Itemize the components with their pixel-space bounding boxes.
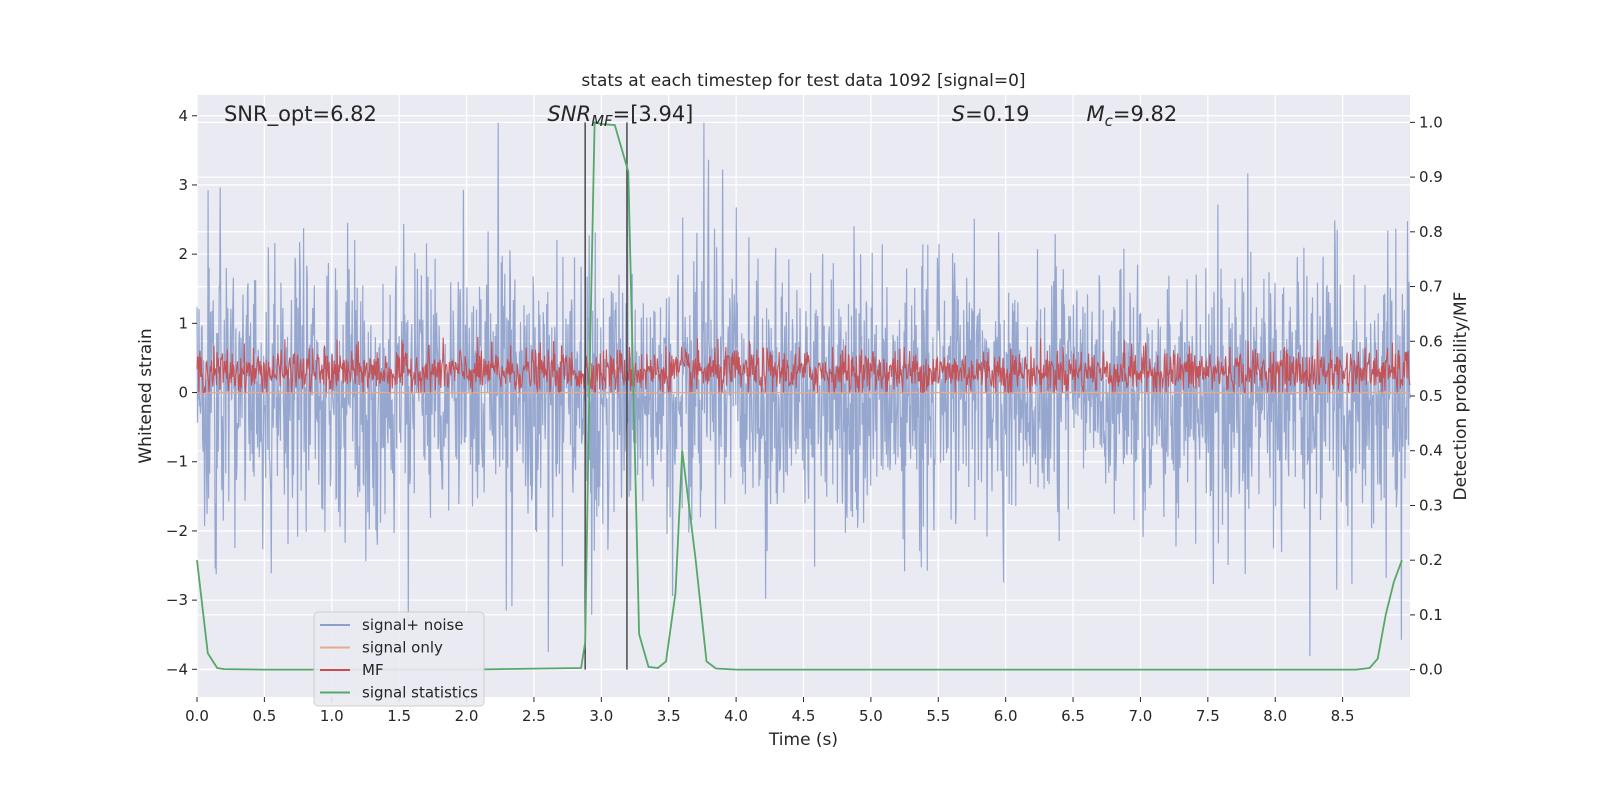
annotation-text: S=0.19 xyxy=(952,102,1030,126)
x-tick-label: 4.5 xyxy=(792,707,816,725)
y-tick-label-right: 0.5 xyxy=(1419,387,1443,405)
y-tick-label-right: 0.7 xyxy=(1419,278,1443,296)
y-axis-label-left: Whitened strain xyxy=(136,328,156,463)
annotation-text: Mc=9.82 xyxy=(1087,102,1178,130)
x-axis-label: Time (s) xyxy=(768,730,838,750)
legend-label: signal statistics xyxy=(362,684,478,702)
x-tick-label: 1.5 xyxy=(387,707,411,725)
x-tick-label: 4.0 xyxy=(724,707,748,725)
x-tick-label: 5.5 xyxy=(926,707,950,725)
x-tick-label: 8.0 xyxy=(1263,707,1287,725)
y-tick-label-left: −3 xyxy=(166,591,188,609)
y-tick-label-left: 4 xyxy=(178,107,188,125)
annotations: SNR_opt=6.82 SNRMF=[3.94] S=0.19 Mc=9.82 xyxy=(224,102,1177,130)
y-axis-label-right: Detection probability/MF xyxy=(1451,292,1471,501)
plot-area xyxy=(196,95,1411,697)
y-tick-label-left: −1 xyxy=(166,453,188,471)
x-tick-label: 6.5 xyxy=(1061,707,1085,725)
y-tick-label-left: 1 xyxy=(178,314,188,332)
axis-ticks: 0.0 0.5 1.0 1.5 2.0 2.5 3.0 3.5 4.0 4.5 5.0 5.5 6.0 6… xyxy=(166,107,1443,725)
legend-label: MF xyxy=(362,661,384,679)
x-tick-label: 7.5 xyxy=(1196,707,1220,725)
y-tick-label-right: 0.6 xyxy=(1419,332,1443,350)
x-tick-label: 1.0 xyxy=(320,707,344,725)
x-tick-label: 8.5 xyxy=(1331,707,1355,725)
y-tick-label-left: 2 xyxy=(178,245,188,263)
legend-label: signal+ noise xyxy=(362,616,464,634)
y-tick-label-right: 0.2 xyxy=(1419,551,1443,569)
y-tick-label-right: 1.0 xyxy=(1419,113,1443,131)
chart-title: stats at each timestep for test data 109… xyxy=(581,71,1025,91)
x-tick-label: 0.0 xyxy=(185,707,209,725)
x-tick-label: 7.0 xyxy=(1129,707,1153,725)
x-tick-label: 6.0 xyxy=(994,707,1018,725)
annotation-text: SNRMF=[3.94] xyxy=(547,102,693,130)
y-tick-label-left: 3 xyxy=(178,176,188,194)
y-tick-label-right: 0.3 xyxy=(1419,496,1443,514)
x-tick-label: 3.0 xyxy=(589,707,613,725)
mf-line xyxy=(196,336,1411,394)
y-tick-label-right: 0.8 xyxy=(1419,223,1443,241)
legend-box xyxy=(313,611,485,707)
legend: signal+ noise signal only MF signal statist… xyxy=(313,611,485,707)
signal-noise-line xyxy=(196,122,1411,657)
x-tick-label: 2.0 xyxy=(455,707,479,725)
x-tick-label: 2.5 xyxy=(522,707,546,725)
y-tick-label-right: 0.4 xyxy=(1419,442,1443,460)
y-tick-label-right: 0.9 xyxy=(1419,168,1443,186)
x-tick-label: 5.0 xyxy=(859,707,883,725)
y-tick-label-left: −2 xyxy=(166,522,188,540)
y-tick-label-left: −4 xyxy=(166,660,188,678)
y-tick-label-right: 0.0 xyxy=(1419,661,1443,679)
y-tick-label-left: 0 xyxy=(178,384,188,402)
x-tick-label: 0.5 xyxy=(252,707,276,725)
x-tick-label: 3.5 xyxy=(657,707,681,725)
y-tick-label-right: 0.1 xyxy=(1419,606,1443,624)
annotation-text: SNR_opt=6.82 xyxy=(224,102,377,127)
legend-label: signal only xyxy=(362,639,443,657)
